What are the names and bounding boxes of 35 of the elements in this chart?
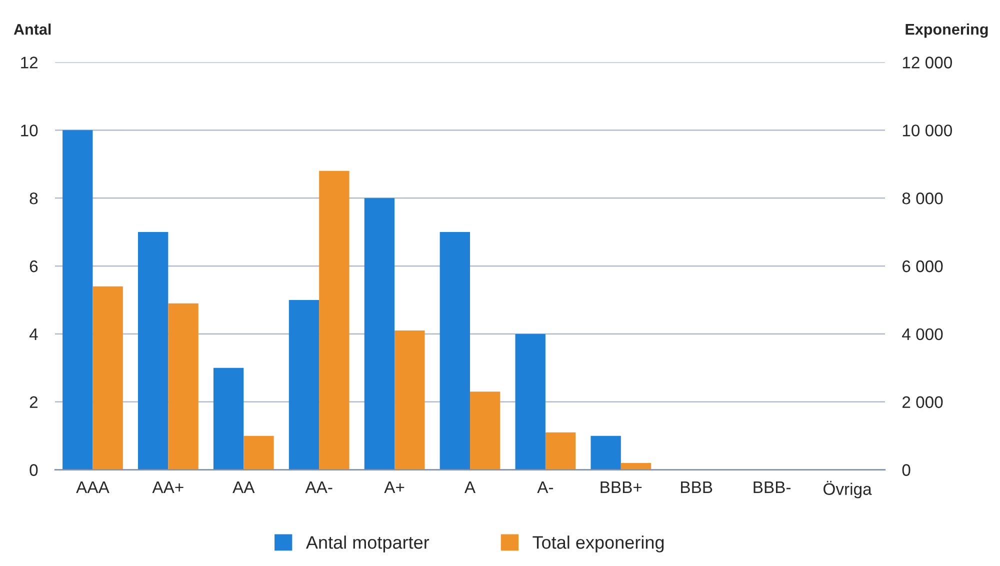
x-tick-label: BBB- <box>754 482 791 493</box>
x-tick-label: Övriga <box>824 480 872 498</box>
y2-tick-label: 12 000 <box>902 56 952 68</box>
x-tick-label: A+ <box>384 482 404 493</box>
x-tick-label: A- <box>537 482 554 493</box>
y-tick-label: 8 <box>30 192 38 204</box>
y-tick-label: 2 <box>30 396 38 408</box>
y-tick-label: 10 <box>21 124 38 136</box>
x-tick-label: AA+ <box>152 482 184 493</box>
y2-tick-label: 8 000 <box>902 192 943 204</box>
bar <box>515 334 546 470</box>
bar <box>545 432 576 470</box>
y2-axis-title: Exponering <box>906 24 988 38</box>
bar <box>213 368 244 470</box>
x-tick-label: A <box>464 482 476 493</box>
y-axis-title: Antal <box>14 24 51 35</box>
bar <box>590 436 621 470</box>
x-tick-label: AA <box>232 482 255 493</box>
y-tick-label: 0 <box>30 464 38 476</box>
y2-tick-label: 6 000 <box>902 260 943 272</box>
legend-label: Total exponering <box>532 536 664 552</box>
x-tick-label: BBB <box>681 482 712 493</box>
bar <box>440 232 470 470</box>
y2-tick-label: 10 000 <box>902 124 952 136</box>
y-tick-label: 6 <box>30 260 38 272</box>
x-tick-label: AAA <box>76 482 110 493</box>
x-tick-label: BBB+ <box>600 482 642 493</box>
x-tick-label: AA- <box>305 482 332 493</box>
y2-tick-label: 2 000 <box>902 396 943 408</box>
y-tick-label: 12 <box>21 56 38 68</box>
y2-tick-label: 0 <box>902 464 910 476</box>
bar <box>470 392 500 470</box>
y-tick-label: 4 <box>29 328 38 340</box>
y2-tick-label: 4 000 <box>902 328 943 340</box>
legend-label: Antal motparter <box>306 536 430 552</box>
